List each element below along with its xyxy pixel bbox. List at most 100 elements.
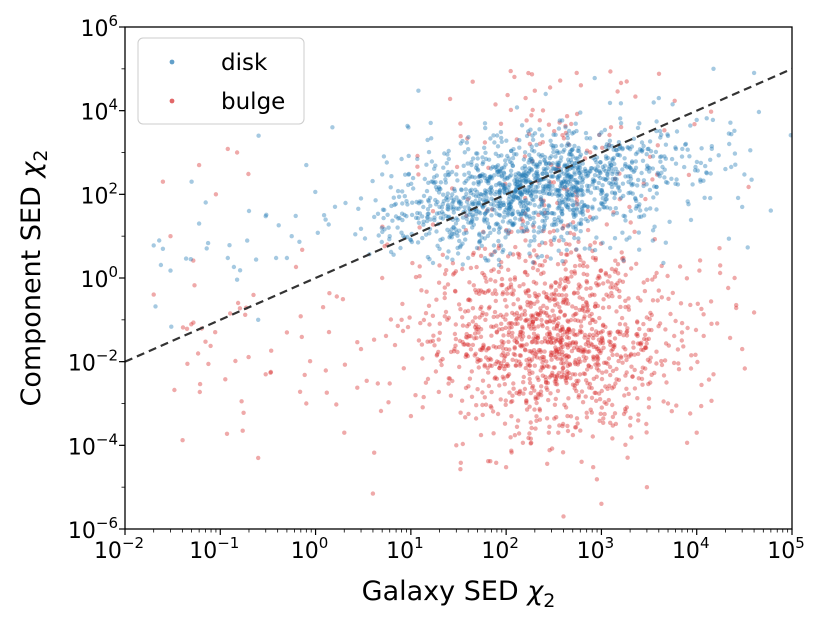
bulge-point [300, 247, 305, 252]
bulge-point [614, 286, 620, 292]
disk-point [625, 165, 630, 170]
disk-point [569, 198, 574, 203]
bulge-point [466, 411, 471, 417]
bulge-point [542, 336, 548, 341]
bulge-point [528, 254, 533, 259]
reference-dashed-line [125, 67, 792, 363]
bulge-point [544, 363, 550, 369]
disk-point [497, 188, 503, 193]
bulge-point [515, 418, 521, 423]
disk-point [616, 146, 622, 151]
disk-point [576, 167, 581, 172]
disk-point [565, 173, 571, 178]
bulge-point [534, 414, 539, 419]
bulge-point [492, 309, 498, 315]
disk-point [580, 188, 585, 194]
bulge-point [607, 274, 612, 279]
disk-point [732, 151, 738, 156]
disk-point [544, 161, 549, 166]
bulge-point [432, 343, 437, 348]
bulge-point [538, 197, 543, 202]
bulge-point [544, 305, 550, 311]
disk-point [426, 149, 432, 155]
disk-point [441, 211, 446, 217]
disk-point [646, 165, 651, 170]
disk-point [498, 200, 503, 206]
bulge-point [603, 270, 608, 276]
disk-point [464, 191, 469, 197]
bulge-point [448, 393, 454, 398]
bulge-point [500, 326, 505, 332]
disk-point [572, 172, 577, 177]
bulge-point [515, 321, 520, 326]
disk-point [410, 175, 416, 181]
disk-point [612, 161, 617, 167]
bulge-point [594, 374, 599, 379]
bulge-point [554, 316, 559, 321]
disk-point [558, 209, 564, 214]
bulge-point [466, 297, 472, 302]
bulge-point [652, 274, 658, 279]
disk-point [555, 193, 561, 199]
disk-point [584, 183, 590, 188]
disk-point [343, 200, 348, 206]
disk-point [439, 205, 445, 210]
disk-point [581, 192, 586, 197]
bulge-point [400, 301, 405, 307]
bulge-point [639, 369, 644, 375]
bulge-point [508, 277, 513, 282]
disk-point [558, 183, 563, 189]
bulge-point [562, 285, 567, 291]
bulge-point [645, 357, 651, 362]
disk-point [502, 214, 507, 220]
bulge-point [556, 238, 562, 243]
bulge-point [580, 306, 586, 311]
disk-point [539, 199, 544, 204]
disk-point [482, 236, 487, 241]
bulge-point [519, 337, 524, 342]
bulge-point [638, 298, 643, 303]
bulge-point [408, 413, 414, 419]
bulge-point [559, 293, 565, 298]
bulge-point [521, 374, 526, 380]
bulge-point [563, 405, 569, 410]
disk-point [446, 207, 451, 212]
disk-point [603, 154, 609, 159]
bulge-point [656, 71, 662, 77]
bulge-point [588, 341, 593, 346]
bulge-point [563, 130, 569, 136]
bulge-point [569, 121, 574, 127]
bulge-point [452, 271, 457, 276]
x-tick-label: 10−2 [94, 534, 144, 564]
disk-point [515, 209, 520, 214]
bulge-point [478, 306, 483, 311]
disk-point [567, 177, 572, 182]
bulge-point [470, 319, 475, 324]
disk-point [686, 202, 691, 207]
bulge-point [463, 335, 469, 340]
disk-point [534, 188, 539, 193]
bulge-point [486, 345, 492, 351]
bulge-point [537, 313, 542, 318]
disk-point [388, 249, 394, 255]
disk-point [540, 218, 545, 224]
bulge-point [572, 383, 577, 388]
disk-point [415, 240, 421, 245]
bulge-point [644, 337, 649, 342]
disk-point [585, 188, 590, 194]
bulge-point [709, 398, 714, 403]
bulge-point [503, 465, 509, 470]
bulge-point [593, 390, 598, 396]
disk-point [437, 186, 442, 191]
disk-point [451, 205, 456, 210]
disk-point [562, 184, 568, 190]
disk-point [506, 209, 512, 214]
bulge-point [530, 107, 535, 113]
bulge-point [307, 359, 313, 364]
bulge-point [587, 320, 593, 326]
disk-point [673, 181, 678, 186]
bulge-point [251, 292, 256, 298]
disk-point [572, 235, 577, 241]
disk-point [566, 160, 572, 165]
bulge-point [466, 322, 472, 327]
